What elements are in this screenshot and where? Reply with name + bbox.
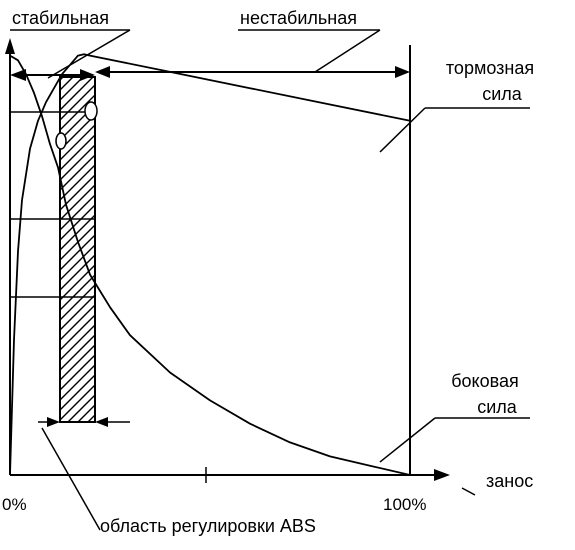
abs-region-label: область регулировки ABS [100, 516, 316, 536]
stable-arrow-right-head [80, 69, 95, 81]
lateral-label-leader [379, 417, 436, 463]
lateral-force-curve [9, 54, 411, 476]
abs-region-hatch [59, 76, 96, 423]
lateral-force-label-line1: боковая [451, 371, 519, 391]
abs-arrow-right-head [95, 417, 108, 427]
xlabel-leader [461, 487, 476, 496]
abs-label-leader [41, 427, 101, 531]
braking-label-leader [379, 107, 426, 153]
x-tick-0: 0% [2, 495, 27, 514]
unstable-arrow-right-head [395, 66, 410, 78]
stable-arrow-left-head [10, 69, 26, 81]
lateral-force-label-line2: сила [477, 397, 518, 417]
braking-force-curve [9, 53, 411, 476]
x-axis-arrow [434, 469, 450, 481]
braking-force-label-line1: тормозная [446, 58, 534, 78]
unstable-zone-label: нестабильная [240, 8, 357, 28]
braking-force-label-line2: сила [482, 84, 523, 104]
stable-label-leader [47, 29, 131, 79]
unstable-label-leader [314, 29, 381, 73]
abs-arrow-left-head [47, 417, 60, 427]
x-axis-label: занос [486, 471, 533, 491]
lateral-force-marker [55, 132, 67, 150]
stable-zone-label: стабильная [12, 8, 109, 28]
y-axis-arrow [5, 38, 15, 54]
x-tick-100: 100% [383, 495, 426, 514]
unstable-arrow-left-head [95, 66, 110, 78]
curves-group [9, 53, 411, 476]
braking-force-peak-marker [84, 101, 98, 121]
